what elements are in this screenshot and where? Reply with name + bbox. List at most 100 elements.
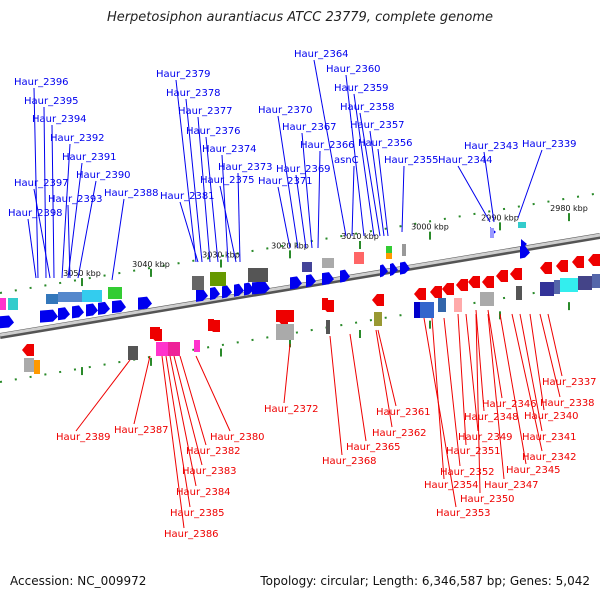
- annotation-box: [108, 287, 122, 299]
- forward-leader-line: [61, 143, 71, 279]
- forward-leader-line: [33, 87, 39, 279]
- forward-leader-line: [295, 174, 307, 249]
- forward-gene-label: Haur_2344: [438, 155, 493, 166]
- scale-label: 3010 kbp: [341, 232, 379, 241]
- scale-label: 2990 kbp: [481, 213, 519, 222]
- forward-gene-label: Haur_2370: [258, 105, 313, 116]
- reverse-leader-line: [499, 313, 527, 465]
- reverse-gene-label: Haur_2338: [540, 398, 595, 409]
- forward-gene-label: Haur_2393: [48, 194, 103, 205]
- annotation-box: [210, 272, 226, 286]
- reverse-gene-arrow: [482, 276, 494, 288]
- reverse-leader-line: [457, 313, 467, 446]
- reverse-gene-label: Haur_2368: [322, 456, 377, 467]
- forward-gene-label: Haur_2398: [8, 208, 63, 219]
- forward-leader-line: [179, 201, 199, 263]
- reverse-gene-label: Haur_2380: [210, 432, 265, 443]
- reverse-gene-arrow: [430, 286, 442, 298]
- map-title: Herpetosiphon aurantiacus ATCC 23779, co…: [106, 10, 494, 25]
- annotation-box: [438, 298, 446, 312]
- forward-leader-line: [359, 112, 381, 237]
- forward-gene-label: Haur_2395: [24, 96, 79, 107]
- forward-gene-label: Haur_2366: [300, 140, 355, 151]
- reverse-leader-line: [529, 313, 545, 411]
- forward-leader-line: [67, 204, 71, 279]
- annotation-box: [82, 290, 102, 302]
- reverse-gene-label: Haur_2384: [176, 487, 231, 498]
- forward-gene-arrow: [138, 296, 152, 310]
- reverse-gene-arrow: [496, 270, 508, 282]
- forward-gene-label: Haur_2378: [166, 88, 221, 99]
- forward-leader-line: [457, 165, 491, 223]
- annotation-box: [402, 244, 406, 256]
- reverse-gene-label: Haur_2389: [56, 432, 111, 443]
- forward-gene-label: Haur_2392: [50, 133, 105, 144]
- annotation-box: [46, 294, 58, 304]
- reverse-leader-line: [487, 309, 503, 399]
- forward-leader-line: [377, 148, 389, 237]
- reverse-leader-line: [173, 355, 203, 466]
- forward-gene-label: Haur_2367: [282, 122, 337, 133]
- reverse-leader-line: [539, 313, 561, 398]
- reverse-leader-line: [161, 355, 185, 529]
- forward-gene-label: Haur_2357: [350, 120, 405, 131]
- forward-leader-line: [27, 218, 37, 279]
- reverse-gene-label: Haur_2382: [186, 446, 241, 457]
- forward-leader-line: [369, 130, 385, 237]
- scale-label: 3040 kbp: [132, 260, 170, 269]
- genome-stats-label: Topology: circular; Length: 6,346,587 bp…: [260, 574, 590, 588]
- forward-gene-label: Haur_2356: [358, 138, 413, 149]
- forward-leader-line: [353, 93, 375, 237]
- reverse-gene-label: Haur_2352: [440, 467, 495, 478]
- annotation-box: [192, 276, 204, 290]
- annotation-box: [302, 262, 312, 272]
- forward-gene-arrow: [234, 283, 244, 297]
- forward-gene-arrow: [86, 303, 98, 317]
- reverse-gene-block: [208, 319, 214, 331]
- forward-gene-arrow: [521, 239, 527, 249]
- reverse-leader-line: [487, 313, 505, 480]
- annotation-box: [540, 282, 554, 296]
- annotation-box: [24, 358, 34, 372]
- forward-gene-label: Haur_2339: [522, 139, 577, 150]
- reverse-gene-label: Haur_2385: [170, 508, 225, 519]
- forward-gene-arrow: [306, 274, 316, 288]
- reverse-gene-label: Haur_2340: [524, 411, 579, 422]
- forward-gene-arrow: [290, 276, 302, 290]
- forward-gene-label: Haur_2343: [464, 141, 519, 152]
- reverse-gene-label: Haur_2337: [542, 377, 597, 388]
- annotation-box: [480, 292, 494, 306]
- reverse-leader-line: [283, 343, 291, 404]
- forward-leader-line: [313, 59, 347, 237]
- forward-gene-label: Haur_2364: [294, 49, 349, 60]
- scale-label: 2980 kbp: [550, 204, 588, 213]
- forward-gene-arrow: [98, 301, 110, 315]
- reverse-gene-block: [150, 327, 160, 339]
- forward-gene-label: Haur_2369: [276, 164, 331, 175]
- reverse-gene-arrow: [556, 260, 568, 272]
- annotation-box: [322, 258, 334, 268]
- forward-gene-arrow: [244, 282, 254, 296]
- forward-gene-label: Haur_2358: [340, 102, 395, 113]
- reverse-leader-line: [165, 355, 191, 508]
- reverse-gene-label: Haur_2372: [264, 404, 319, 415]
- reverse-gene-arrow: [456, 279, 468, 291]
- annotation-box: [156, 342, 168, 356]
- reverse-leader-line: [511, 313, 543, 452]
- reverse-leader-line: [547, 313, 563, 377]
- reverse-leader-line: [169, 355, 197, 487]
- forward-leader-line: [51, 124, 55, 279]
- reverse-gene-label: Haur_2353: [436, 508, 491, 519]
- forward-leader-line: [111, 198, 125, 281]
- reverse-gene-arrow: [468, 276, 480, 288]
- annotation-box: [8, 298, 18, 310]
- forward-gene-label: Haur_2396: [14, 77, 69, 88]
- forward-gene-arrow: [222, 285, 232, 299]
- forward-gene-label: Haur_2388: [104, 188, 159, 199]
- annotation-box: [128, 346, 138, 360]
- reverse-gene-arrow: [572, 256, 584, 268]
- annotation-box: [490, 228, 494, 238]
- reverse-leader-line: [519, 313, 543, 432]
- forward-gene-arrow: [210, 287, 220, 300]
- reverse-leader-line: [349, 333, 367, 442]
